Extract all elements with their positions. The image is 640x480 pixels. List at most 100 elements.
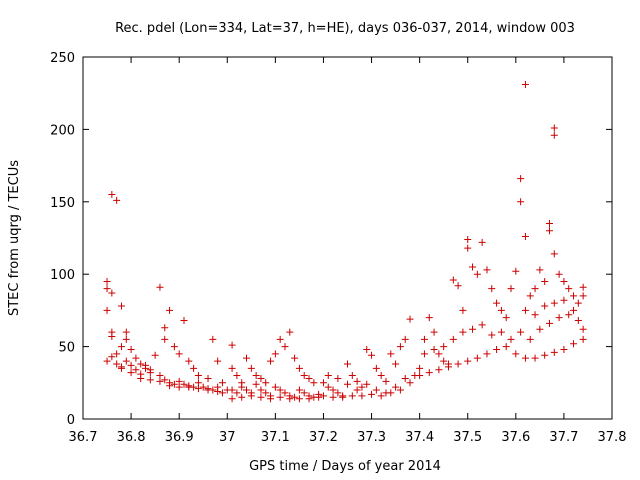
data-point bbox=[512, 350, 520, 358]
data-point bbox=[570, 306, 578, 314]
data-point bbox=[536, 325, 544, 333]
data-point bbox=[440, 357, 448, 365]
data-point bbox=[151, 351, 159, 359]
data-point bbox=[305, 395, 313, 403]
data-point bbox=[146, 366, 154, 374]
data-point bbox=[247, 392, 255, 400]
data-point bbox=[175, 350, 183, 358]
data-point bbox=[334, 374, 342, 382]
data-point bbox=[560, 277, 568, 285]
data-point bbox=[478, 321, 486, 329]
data-point bbox=[560, 345, 568, 353]
data-point bbox=[435, 366, 443, 374]
data-point bbox=[353, 386, 361, 394]
data-point bbox=[541, 277, 549, 285]
data-point bbox=[276, 386, 284, 394]
data-point bbox=[406, 379, 414, 387]
data-point bbox=[521, 81, 529, 89]
data-point bbox=[122, 357, 130, 365]
data-point bbox=[545, 227, 553, 235]
data-point bbox=[473, 354, 481, 362]
data-point bbox=[204, 374, 212, 382]
data-point bbox=[170, 343, 178, 351]
data-point bbox=[368, 390, 376, 398]
data-point bbox=[372, 386, 380, 394]
data-point bbox=[276, 393, 284, 401]
data-point bbox=[550, 131, 558, 139]
data-point bbox=[156, 377, 164, 385]
data-point bbox=[344, 380, 351, 388]
data-point bbox=[238, 383, 246, 391]
data-point bbox=[228, 364, 236, 372]
data-point bbox=[401, 335, 409, 343]
x-tick-label: 37.2 bbox=[309, 430, 338, 445]
data-point bbox=[435, 350, 443, 358]
data-point bbox=[464, 357, 472, 365]
y-tick-label: 50 bbox=[58, 341, 75, 356]
data-point bbox=[127, 361, 135, 369]
data-point bbox=[315, 393, 323, 401]
data-point bbox=[502, 343, 510, 351]
data-point bbox=[545, 220, 553, 228]
data-point bbox=[401, 374, 409, 382]
data-point bbox=[353, 377, 361, 385]
data-point bbox=[161, 324, 169, 332]
data-point bbox=[459, 328, 467, 336]
chart-title: Rec. pdel (Lon=334, Lat=37, h=HE), days … bbox=[115, 21, 575, 36]
data-point bbox=[214, 357, 222, 365]
data-point bbox=[469, 263, 477, 271]
data-point bbox=[396, 386, 404, 394]
data-point bbox=[305, 374, 313, 382]
data-point bbox=[348, 372, 356, 380]
x-tick-label: 37 bbox=[219, 430, 236, 445]
data-point bbox=[420, 335, 428, 343]
data-point bbox=[344, 360, 351, 368]
data-point bbox=[243, 386, 251, 394]
data-point bbox=[180, 380, 188, 388]
data-point bbox=[108, 191, 116, 199]
data-point bbox=[526, 335, 534, 343]
data-point bbox=[464, 244, 472, 252]
data-point bbox=[122, 335, 130, 343]
data-point bbox=[300, 372, 308, 380]
data-point bbox=[574, 299, 582, 307]
data-point bbox=[454, 360, 462, 368]
y-tick-label: 250 bbox=[50, 51, 75, 66]
data-point bbox=[430, 345, 438, 353]
data-point bbox=[319, 379, 327, 387]
x-tick-label: 37.8 bbox=[598, 430, 627, 445]
data-point bbox=[507, 335, 515, 343]
data-point bbox=[382, 389, 390, 397]
data-point bbox=[132, 354, 140, 362]
data-point bbox=[440, 343, 448, 351]
data-point bbox=[276, 335, 284, 343]
data-point bbox=[137, 360, 145, 368]
x-tick-label: 36.7 bbox=[69, 430, 98, 445]
data-point bbox=[190, 364, 198, 372]
data-point bbox=[127, 369, 135, 377]
data-point bbox=[459, 306, 467, 314]
y-tick-label: 100 bbox=[50, 268, 75, 283]
x-tick-label: 37.3 bbox=[357, 430, 386, 445]
data-point bbox=[550, 250, 558, 258]
data-point bbox=[291, 354, 299, 362]
data-point bbox=[488, 331, 496, 339]
data-point bbox=[392, 383, 400, 391]
data-point bbox=[497, 328, 505, 336]
data-point bbox=[252, 380, 260, 388]
data-point bbox=[310, 379, 318, 387]
data-point bbox=[550, 299, 558, 307]
x-tick-label: 36.9 bbox=[165, 430, 194, 445]
data-point bbox=[161, 376, 169, 384]
data-point bbox=[113, 360, 121, 368]
data-point bbox=[257, 386, 265, 394]
data-point bbox=[560, 296, 568, 304]
data-point bbox=[368, 351, 376, 359]
data-point bbox=[122, 328, 130, 336]
data-point bbox=[425, 314, 433, 322]
data-point bbox=[430, 328, 438, 336]
data-point bbox=[262, 379, 270, 387]
data-point bbox=[243, 354, 251, 362]
data-point bbox=[565, 285, 573, 293]
